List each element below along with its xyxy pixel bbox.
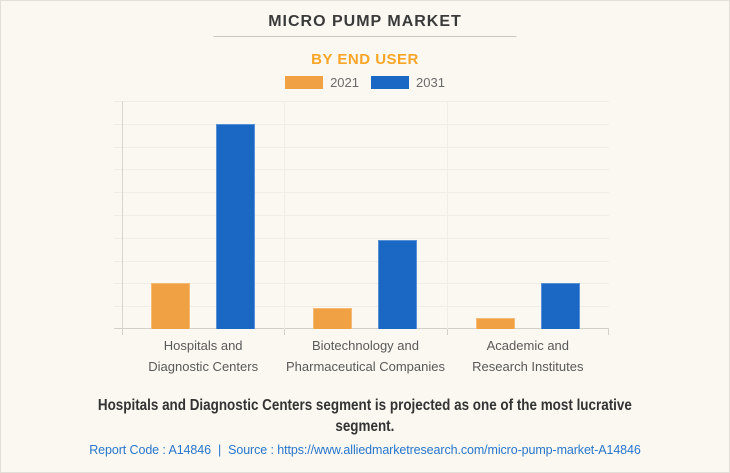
bar-group-1 bbox=[122, 101, 284, 329]
y-gridline bbox=[114, 215, 609, 216]
x-axis-line bbox=[114, 328, 609, 329]
category-label-3: Academic and Research Institutes bbox=[472, 338, 584, 374]
y-axis-line bbox=[122, 101, 123, 329]
y-gridline bbox=[114, 306, 609, 308]
title-divider bbox=[213, 36, 517, 37]
y-gridline bbox=[114, 283, 609, 285]
source-url-link[interactable]: https://www.alliedmarketresearch.com/mic… bbox=[277, 443, 641, 457]
x-axis-tick bbox=[446, 329, 448, 335]
x-axis-tick bbox=[284, 329, 286, 335]
y-gridline bbox=[114, 123, 609, 125]
x-gridline bbox=[284, 101, 286, 329]
chart-subtitle: BY END USER bbox=[311, 51, 419, 68]
y-gridline bbox=[114, 260, 609, 262]
report-footer: Report Code : A14846 | Source : https://ww… bbox=[1, 443, 729, 457]
x-axis-tick bbox=[608, 329, 609, 335]
y-gridline bbox=[114, 192, 609, 194]
bar-2021-category-1 bbox=[151, 283, 191, 329]
legend-item-2021[interactable]: 2021 bbox=[285, 75, 359, 90]
plot-area bbox=[114, 101, 609, 335]
chart-caption-text: Hospitals and Diagnostic Centers segment… bbox=[97, 397, 633, 435]
y-gridline bbox=[114, 169, 609, 171]
bar-2021-category-3 bbox=[475, 317, 515, 329]
y-gridline bbox=[114, 146, 609, 148]
legend-label-2021: 2021 bbox=[330, 75, 359, 90]
bar-group-3 bbox=[447, 101, 609, 329]
category-label-1: Hospitals and Diagnostic Centers bbox=[148, 338, 259, 374]
legend-swatch-2031-icon bbox=[371, 76, 409, 89]
footer-separator: | bbox=[217, 443, 222, 457]
chart-caption: Hospitals and Diagnostic Centers segment… bbox=[1, 395, 729, 437]
bar-group-2 bbox=[284, 101, 446, 329]
category-axis-labels: Hospitals and Diagnostic Centers Biotechn… bbox=[122, 335, 609, 377]
x-axis-tick bbox=[122, 329, 123, 335]
legend-label-2031: 2031 bbox=[416, 75, 445, 90]
x-gridline bbox=[446, 101, 448, 329]
legend-swatch-2021-icon bbox=[285, 76, 324, 89]
report-code-text: Report Code : A14846 bbox=[89, 443, 211, 457]
source-label: Source : bbox=[228, 443, 274, 457]
bar-2021-category-2 bbox=[313, 308, 353, 329]
bar-2031-category-1 bbox=[216, 123, 256, 329]
legend-item-2031[interactable]: 2031 bbox=[371, 75, 445, 90]
y-gridline bbox=[114, 237, 609, 239]
y-gridline bbox=[114, 101, 609, 102]
chart-legend: 2021 2031 bbox=[1, 75, 729, 90]
category-label-2: Biotechnology and Pharmaceutical Compani… bbox=[286, 338, 445, 374]
bar-2031-category-3 bbox=[540, 283, 580, 329]
chart-title: MICRO PUMP MARKET bbox=[268, 13, 462, 30]
bar-2031-category-2 bbox=[378, 240, 418, 329]
